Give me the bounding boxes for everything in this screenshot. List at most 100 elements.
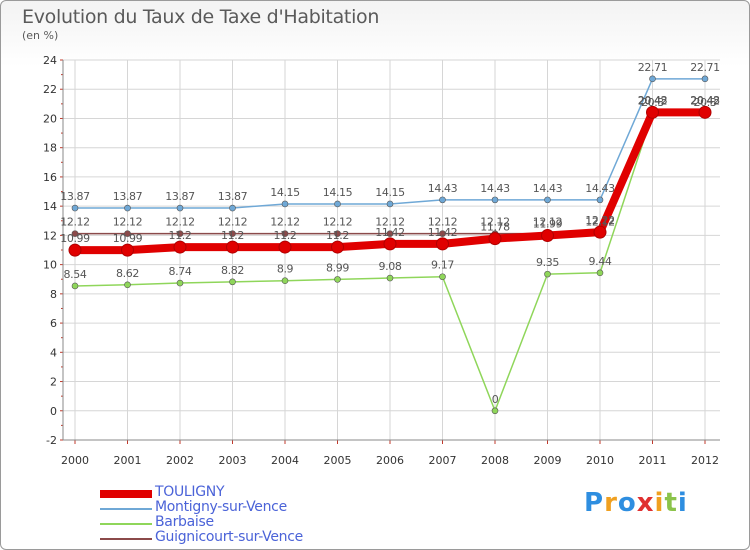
data-label-montigny-sur-vence: 14.15 bbox=[375, 186, 405, 199]
logo-letter: o bbox=[617, 488, 637, 518]
data-point-touligny bbox=[278, 240, 292, 254]
data-point-touligny bbox=[68, 243, 82, 257]
y-tick-label: 20 bbox=[43, 112, 57, 125]
y-tick-label: 6 bbox=[50, 317, 57, 330]
data-point-barbaise bbox=[439, 273, 446, 281]
data-label-barbaise: 9.17 bbox=[431, 259, 454, 272]
data-point-barbaise bbox=[229, 278, 236, 286]
legend-label-guignicourt: Guignicourt-sur-Vence bbox=[155, 529, 303, 545]
data-point-touligny bbox=[383, 237, 397, 251]
data-label-montigny-sur-vence: 22.71 bbox=[638, 61, 668, 74]
data-label-guignicourt-sur-vence: 20.43 bbox=[638, 94, 668, 107]
y-tick-label: 0 bbox=[50, 405, 57, 418]
data-label-touligny: 10.99 bbox=[60, 232, 90, 245]
legend-swatch-barbaise bbox=[100, 523, 152, 525]
legend-swatch-touligny bbox=[100, 490, 152, 498]
data-label-barbaise: 20.3 bbox=[694, 96, 717, 109]
data-point-montigny-sur-vence bbox=[386, 200, 394, 208]
data-label-montigny-sur-vence: 14.15 bbox=[270, 186, 300, 199]
y-tick-label: 4 bbox=[50, 346, 57, 359]
data-point-touligny bbox=[593, 225, 607, 239]
data-point-guignicourt-sur-vence bbox=[439, 230, 446, 237]
data-label-montigny-sur-vence: 13.87 bbox=[60, 190, 90, 203]
data-label-montigny-sur-vence: 22.71 bbox=[690, 61, 720, 74]
data-label-barbaise: 8.9 bbox=[277, 263, 294, 276]
data-point-barbaise bbox=[71, 282, 79, 290]
data-label-barbaise: 8.74 bbox=[169, 265, 192, 278]
data-label-montigny-sur-vence: 14.43 bbox=[533, 182, 563, 195]
data-point-barbaise bbox=[334, 276, 341, 283]
x-tick-label: 2002 bbox=[166, 454, 194, 467]
logo-letter: i bbox=[677, 488, 688, 518]
data-label-guignicourt-sur-vence: 12.12 bbox=[480, 216, 510, 229]
y-tick-label: -2 bbox=[46, 434, 57, 447]
data-label-guignicourt-sur-vence: 12.12 bbox=[533, 216, 563, 229]
y-tick-label: 8 bbox=[50, 288, 57, 301]
data-label-guignicourt-sur-vence: 12.12 bbox=[218, 216, 248, 229]
x-tick-label: 2011 bbox=[639, 454, 667, 467]
x-tick-label: 2012 bbox=[691, 454, 719, 467]
data-point-touligny bbox=[541, 229, 554, 243]
data-label-guignicourt-sur-vence: 12.12 bbox=[165, 216, 195, 229]
x-tick-label: 2008 bbox=[481, 454, 509, 467]
legend-label-barbaise: Barbaise bbox=[155, 514, 214, 530]
data-point-touligny bbox=[436, 237, 449, 251]
data-point-barbaise bbox=[596, 269, 604, 277]
logo-letter: x bbox=[636, 488, 655, 518]
data-point-guignicourt-sur-vence bbox=[176, 230, 184, 237]
data-label-montigny-sur-vence: 14.43 bbox=[428, 182, 458, 195]
y-tick-label: 14 bbox=[43, 200, 57, 213]
legend-swatch-montigny bbox=[100, 508, 152, 510]
logo-letter: t bbox=[664, 488, 678, 518]
data-label-barbaise: 9.44 bbox=[589, 255, 612, 268]
data-label-touligny: 10.99 bbox=[113, 232, 143, 245]
data-label-touligny: 11.99 bbox=[533, 218, 563, 231]
data-point-montigny-sur-vence bbox=[439, 196, 446, 204]
data-label-touligny: 12.22 bbox=[585, 214, 615, 227]
data-point-touligny bbox=[173, 240, 187, 254]
data-label-touligny: 11.2 bbox=[326, 229, 349, 242]
data-point-guignicourt-sur-vence bbox=[71, 230, 79, 237]
data-point-touligny bbox=[121, 243, 134, 257]
y-tick-label: 16 bbox=[43, 171, 57, 184]
legend-label-touligny: TOULIGNY bbox=[155, 484, 225, 500]
data-label-barbaise: 8.54 bbox=[64, 268, 87, 281]
data-label-barbaise: 0 bbox=[492, 393, 499, 406]
logo-letter: r bbox=[604, 488, 618, 518]
data-label-touligny: 20.42 bbox=[638, 94, 668, 107]
data-point-touligny bbox=[226, 240, 239, 254]
data-point-touligny bbox=[488, 232, 502, 246]
data-point-barbaise bbox=[544, 270, 551, 278]
data-point-guignicourt-sur-vence bbox=[124, 230, 131, 237]
data-point-montigny-sur-vence bbox=[176, 204, 184, 212]
y-tick-label: 12 bbox=[43, 229, 57, 242]
data-point-touligny bbox=[331, 240, 344, 254]
data-label-barbaise: 9.08 bbox=[379, 260, 402, 273]
data-point-montigny-sur-vence bbox=[124, 204, 131, 212]
data-point-montigny-sur-vence bbox=[334, 200, 341, 208]
x-tick-label: 2009 bbox=[534, 454, 562, 467]
data-label-guignicourt-sur-vence: 12.12 bbox=[323, 216, 353, 229]
logo-letter: i bbox=[654, 488, 665, 518]
data-point-guignicourt-sur-vence bbox=[386, 230, 394, 237]
x-tick-label: 2005 bbox=[324, 454, 352, 467]
x-tick-label: 2007 bbox=[429, 454, 457, 467]
data-point-barbaise bbox=[124, 281, 131, 289]
data-label-barbaise: 9.35 bbox=[536, 256, 559, 269]
data-label-montigny-sur-vence: 14.43 bbox=[585, 182, 615, 195]
data-point-montigny-sur-vence bbox=[71, 204, 79, 212]
data-label-guignicourt-sur-vence: 12.12 bbox=[270, 216, 300, 229]
data-label-barbaise: 20.3 bbox=[641, 96, 664, 109]
data-label-montigny-sur-vence: 14.15 bbox=[323, 186, 353, 199]
x-tick-label: 2000 bbox=[61, 454, 89, 467]
data-point-touligny bbox=[698, 105, 712, 119]
proxiti-logo: Proxiti bbox=[584, 488, 688, 518]
data-label-touligny: 11.42 bbox=[428, 226, 458, 239]
data-label-montigny-sur-vence: 13.87 bbox=[113, 190, 143, 203]
y-tick-label: 18 bbox=[43, 142, 57, 155]
legend-swatch-guignicourt bbox=[100, 538, 152, 540]
y-tick-label: 2 bbox=[50, 376, 57, 389]
data-label-barbaise: 8.99 bbox=[326, 261, 349, 274]
data-point-montigny-sur-vence bbox=[544, 196, 551, 204]
data-point-montigny-sur-vence bbox=[649, 75, 656, 83]
